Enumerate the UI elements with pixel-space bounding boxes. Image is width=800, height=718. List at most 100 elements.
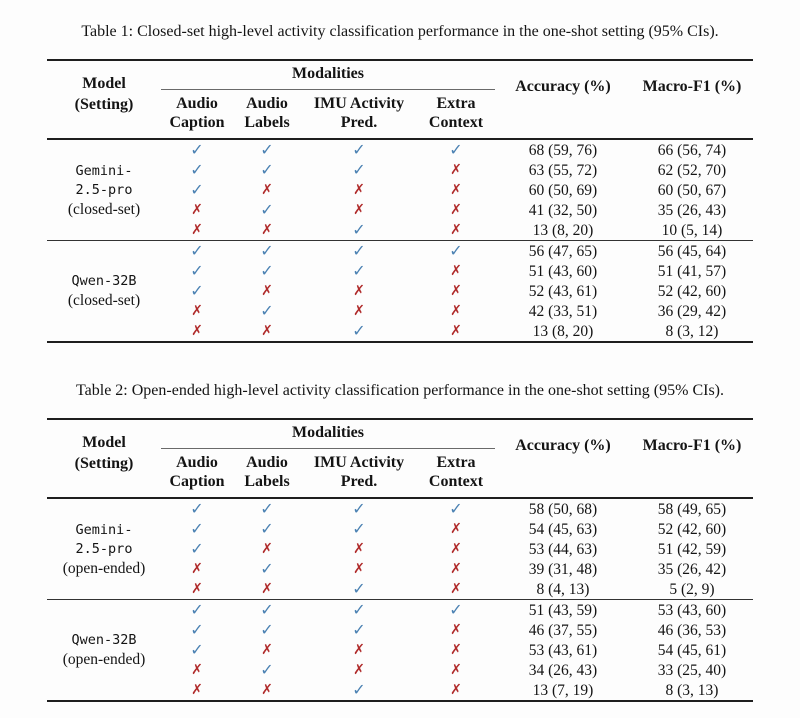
audio-labels-column-header: Audio Labels [233, 448, 301, 499]
macro-f1-value: 33 (25, 40) [657, 661, 727, 679]
cross-icon: ✗ [450, 541, 462, 557]
cross-icon: ✗ [450, 263, 462, 279]
macro-f1-value: 35 (26, 42) [657, 560, 727, 578]
modality-cell: ✗ [233, 579, 301, 600]
table-body: Gemini- 2.5-pro (open-ended) ✓ ✓ ✓ ✓ 58 (50, 68… [47, 498, 753, 701]
cross-icon: ✗ [191, 303, 203, 319]
modality-cell: ✗ [417, 660, 495, 680]
check-icon: ✓ [352, 321, 366, 340]
model-setting-cell: Gemini- 2.5-pro (open-ended) [47, 498, 161, 600]
cross-icon: ✗ [450, 682, 462, 698]
modality-cell: ✗ [417, 640, 495, 660]
check-icon: ✓ [352, 579, 366, 598]
modality-cell: ✓ [161, 240, 233, 261]
results-table: Model (Setting) Modalities Accuracy (%) … [47, 418, 753, 702]
macro-f1-value: 52 (42, 60) [657, 282, 727, 300]
check-icon: ✓ [352, 261, 366, 280]
cross-icon: ✗ [450, 283, 462, 299]
check-icon: ✓ [260, 241, 274, 260]
model-setting-label: (open-ended) [62, 651, 146, 668]
model-name-line: Gemini- [75, 521, 133, 538]
modality-cell: ✗ [233, 539, 301, 559]
extra-context-column-header: Extra Context [417, 448, 495, 499]
check-icon: ✓ [449, 241, 463, 260]
cross-icon: ✗ [261, 182, 273, 198]
modality-cell: ✓ [161, 281, 233, 301]
cross-icon: ✗ [450, 222, 462, 238]
table-row: ✓ ✗ ✗ ✗ 60 (50, 69) 60 (50, 67) [47, 180, 753, 200]
modality-cell: ✓ [301, 599, 417, 620]
modality-cell: ✓ [161, 620, 233, 640]
modality-cell: ✓ [161, 180, 233, 200]
cross-icon: ✗ [353, 303, 365, 319]
accuracy-value: 41 (32, 50) [528, 201, 598, 219]
model-setting-cell: Qwen-32B (closed-set) [47, 240, 161, 342]
check-icon: ✓ [260, 140, 274, 159]
cross-icon: ✗ [450, 202, 462, 218]
model-name-line: Qwen-32B [71, 273, 137, 289]
modality-cell: ✓ [301, 579, 417, 600]
modality-cell: ✓ [301, 498, 417, 519]
extra-context-column-header: Extra Context [417, 89, 495, 140]
cross-icon: ✗ [450, 521, 462, 537]
check-icon: ✓ [190, 261, 204, 280]
accuracy-value: 58 (50, 68) [528, 500, 598, 518]
table-header: Model (Setting) Modalities Accuracy (%) … [47, 419, 753, 499]
modality-cell: ✗ [417, 539, 495, 559]
modality-cell: ✗ [161, 559, 233, 579]
table-row: ✓ ✓ ✓ ✗ 63 (55, 72) 62 (52, 70) [47, 160, 753, 180]
check-icon: ✓ [190, 600, 204, 619]
modality-cell: ✗ [301, 281, 417, 301]
modality-cell: ✗ [233, 220, 301, 241]
cross-icon: ✗ [450, 642, 462, 658]
modality-cell: ✗ [417, 620, 495, 640]
model-header-line: (Setting) [74, 455, 134, 472]
table-caption: Table 2: Open-ended high-level activity … [75, 382, 724, 399]
check-icon: ✓ [260, 499, 274, 518]
model-header-line: Model [82, 75, 126, 92]
check-icon: ✓ [260, 301, 274, 320]
check-icon: ✓ [352, 680, 366, 699]
modality-cell: ✗ [233, 321, 301, 342]
macro-f1-value: 8 (3, 13) [665, 681, 719, 699]
table-body: Gemini- 2.5-pro (closed-set) ✓ ✓ ✓ ✓ 68 (59, 76… [47, 139, 753, 342]
results-table-figure: Table 2: Open-ended high-level activity … [0, 381, 800, 702]
model-setting-cell: Qwen-32B (open-ended) [47, 599, 161, 701]
cross-icon: ✗ [450, 182, 462, 198]
modality-cell: ✗ [233, 680, 301, 701]
model-name-line: Gemini- [75, 162, 133, 179]
accuracy-value: 52 (43, 61) [528, 282, 598, 300]
modality-cell: ✗ [301, 539, 417, 559]
macro-f1-value: 54 (45, 61) [657, 641, 727, 659]
check-icon: ✓ [190, 519, 204, 538]
accuracy-value: 53 (43, 61) [528, 641, 598, 659]
tables-root: Table 1: Closed-set high-level activity … [0, 22, 800, 702]
cross-icon: ✗ [450, 622, 462, 638]
table-row: ✗ ✗ ✓ ✗ 13 (8, 20) 10 (5, 14) [47, 220, 753, 241]
accuracy-value: 51 (43, 59) [495, 599, 631, 620]
table-row: ✗ ✓ ✗ ✗ 39 (31, 48) 35 (26, 42) [47, 559, 753, 579]
cross-icon: ✗ [261, 642, 273, 658]
audio-caption-column-header: Audio Caption [161, 89, 233, 140]
check-icon: ✓ [260, 660, 274, 679]
modality-cell: ✓ [233, 660, 301, 680]
accuracy-value: 13 (8, 20) [532, 221, 594, 239]
modality-cell: ✓ [233, 160, 301, 180]
table-row: ✓ ✓ ✓ ✗ 51 (43, 60) 51 (41, 57) [47, 261, 753, 281]
check-icon: ✓ [449, 600, 463, 619]
modality-cell: ✗ [417, 261, 495, 281]
cross-icon: ✗ [450, 581, 462, 597]
modality-cell: ✓ [417, 240, 495, 261]
modality-cell: ✓ [233, 498, 301, 519]
table-row: ✗ ✓ ✗ ✗ 34 (26, 43) 33 (25, 40) [47, 660, 753, 680]
modality-cell: ✓ [233, 261, 301, 281]
modality-cell: ✗ [417, 160, 495, 180]
modality-cell: ✗ [161, 660, 233, 680]
table-row: Qwen-32B (closed-set) ✓ ✓ ✓ ✓ 56 (47, 65) 56 (4… [47, 240, 753, 342]
modality-cell: ✓ [161, 599, 233, 620]
modality-cell: ✓ [233, 620, 301, 640]
model-column-header: Model (Setting) [47, 419, 161, 499]
accuracy-value: 53 (44, 63) [528, 540, 598, 558]
audio-caption-column-header: Audio Caption [161, 448, 233, 499]
modality-cell: ✓ [161, 160, 233, 180]
